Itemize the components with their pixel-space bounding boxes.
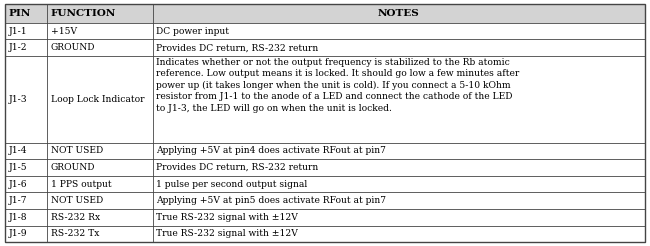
Text: GROUND: GROUND (51, 43, 95, 52)
Polygon shape (395, 120, 486, 216)
Text: +15V: +15V (51, 27, 77, 36)
Text: True RS-232 signal with ±12V: True RS-232 signal with ±12V (156, 230, 298, 238)
Bar (47, 226, 153, 242)
Text: G: G (417, 150, 442, 179)
Bar (5, 39, 47, 56)
Text: Applying +5V at pin4 does activate RFout at pin7: Applying +5V at pin4 does activate RFout… (156, 146, 386, 155)
Text: 1 pulse per second output signal: 1 pulse per second output signal (156, 180, 307, 189)
Bar (47, 39, 153, 56)
Text: NOT USED: NOT USED (51, 196, 103, 205)
Bar (47, 142, 153, 159)
Text: Provides DC return, RS-232 return: Provides DC return, RS-232 return (156, 43, 318, 52)
Text: FUNCTION: FUNCTION (51, 9, 116, 18)
Text: J1-4: J1-4 (8, 146, 27, 155)
Bar (153, 192, 645, 209)
Text: J1-3: J1-3 (8, 95, 27, 104)
Bar (153, 159, 645, 176)
Text: J1-1: J1-1 (8, 27, 27, 36)
Bar (153, 142, 645, 159)
Bar (5, 176, 47, 192)
Text: 1 PPS output: 1 PPS output (51, 180, 111, 189)
Bar (47, 176, 153, 192)
Text: eek: eek (445, 150, 506, 179)
Text: PIN: PIN (8, 9, 31, 18)
Bar (5, 226, 47, 242)
Text: J1-9: J1-9 (8, 230, 27, 238)
Bar (47, 209, 153, 226)
Bar (5, 159, 47, 176)
Bar (153, 56, 645, 142)
Bar (153, 23, 645, 39)
Text: Indicates whether or not the output frequency is stabilized to the Rb atomic
ref: Indicates whether or not the output freq… (156, 58, 519, 112)
Polygon shape (344, 99, 436, 196)
Bar (5, 209, 47, 226)
Text: RS-232 Rx: RS-232 Rx (51, 213, 100, 222)
Text: J1-6: J1-6 (8, 180, 27, 189)
Text: Loop Lock Indicator: Loop Lock Indicator (51, 95, 144, 104)
Text: Provides DC return, RS-232 return: Provides DC return, RS-232 return (156, 163, 318, 172)
Text: J1-8: J1-8 (8, 213, 27, 222)
Bar (153, 4, 645, 23)
Text: NOT USED: NOT USED (51, 146, 103, 155)
Bar (47, 56, 153, 142)
Bar (153, 176, 645, 192)
Bar (153, 39, 645, 56)
Text: Applying +5V at pin5 does activate RFout at pin7: Applying +5V at pin5 does activate RFout… (156, 196, 386, 205)
Text: J1-2: J1-2 (8, 43, 27, 52)
Bar (47, 23, 153, 39)
Text: J1-5: J1-5 (8, 163, 27, 172)
Bar (5, 56, 47, 142)
Bar (47, 192, 153, 209)
Text: NOTES: NOTES (378, 9, 420, 18)
Text: GROUND: GROUND (51, 163, 95, 172)
Bar (5, 4, 47, 23)
Bar (5, 192, 47, 209)
Bar (153, 209, 645, 226)
Text: True RS-232 signal with ±12V: True RS-232 signal with ±12V (156, 213, 298, 222)
Text: DC power input: DC power input (156, 27, 229, 36)
Bar (47, 4, 153, 23)
Text: J1-7: J1-7 (8, 196, 27, 205)
Bar (47, 159, 153, 176)
Bar (5, 142, 47, 159)
Text: RS-232 Tx: RS-232 Tx (51, 230, 99, 238)
Bar (5, 23, 47, 39)
Bar (153, 226, 645, 242)
